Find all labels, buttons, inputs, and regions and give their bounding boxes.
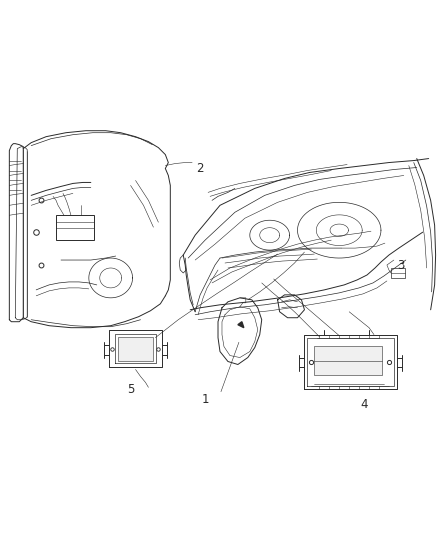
Bar <box>314 345 382 375</box>
Text: 1: 1 <box>201 393 209 406</box>
Polygon shape <box>238 322 244 328</box>
Text: 5: 5 <box>127 383 134 396</box>
Bar <box>56 215 94 240</box>
Bar <box>391 268 405 278</box>
Text: 3: 3 <box>397 259 405 271</box>
Text: 4: 4 <box>360 398 368 411</box>
Bar <box>118 337 153 360</box>
Text: 2: 2 <box>196 162 204 175</box>
